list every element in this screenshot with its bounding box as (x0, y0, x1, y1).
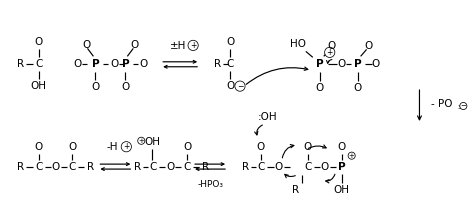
Text: O: O (337, 59, 346, 69)
Text: O: O (82, 40, 91, 50)
Text: - PO: - PO (431, 99, 453, 109)
Text: ₃: ₃ (457, 102, 461, 112)
Text: +: + (190, 41, 196, 50)
Text: OH: OH (31, 81, 46, 91)
Text: O: O (110, 59, 118, 69)
Text: O: O (257, 142, 265, 152)
Text: O: O (328, 41, 336, 51)
Text: O: O (73, 59, 82, 69)
Text: P: P (338, 162, 346, 172)
Text: C: C (257, 162, 264, 172)
Text: P: P (316, 59, 324, 69)
Text: R: R (87, 162, 94, 172)
Text: O: O (91, 82, 100, 92)
Text: O: O (316, 83, 324, 93)
Text: +: + (123, 142, 129, 151)
Text: R: R (17, 59, 24, 69)
Text: O: O (337, 142, 346, 152)
Text: R: R (242, 162, 249, 172)
Text: OH: OH (144, 137, 160, 147)
Text: C: C (183, 162, 191, 172)
Text: C: C (69, 162, 76, 172)
Text: C: C (150, 162, 157, 172)
Text: +: + (349, 153, 355, 159)
Text: O: O (51, 162, 60, 172)
Text: P: P (91, 59, 99, 69)
Text: O: O (183, 142, 191, 152)
Text: C: C (226, 59, 234, 69)
Text: O: O (320, 162, 329, 172)
Text: ±H: ±H (170, 41, 186, 51)
Text: -H: -H (107, 142, 118, 152)
Text: HO: HO (290, 39, 306, 49)
Text: O: O (139, 59, 147, 69)
Text: O: O (130, 40, 138, 50)
Text: :OH: :OH (258, 112, 278, 122)
Text: C: C (35, 162, 42, 172)
Text: -HPO₃: -HPO₃ (197, 180, 223, 189)
Text: P: P (121, 59, 129, 69)
Text: R: R (201, 162, 209, 172)
Text: O: O (275, 162, 283, 172)
Text: +: + (327, 48, 333, 57)
Text: R: R (292, 186, 300, 195)
Text: OH: OH (334, 186, 350, 195)
Text: C: C (35, 59, 42, 69)
Text: O: O (68, 142, 77, 152)
Text: R: R (215, 59, 222, 69)
Text: −: − (237, 82, 243, 91)
Text: O: O (166, 162, 174, 172)
Text: O: O (354, 83, 362, 93)
Text: C: C (304, 162, 311, 172)
Text: O: O (372, 59, 380, 69)
Text: R: R (134, 162, 141, 172)
Text: O: O (226, 81, 234, 91)
Text: +: + (138, 138, 144, 144)
Text: O: O (304, 142, 312, 152)
Text: R: R (17, 162, 24, 172)
Text: O: O (365, 41, 373, 51)
Text: −: − (460, 103, 466, 109)
Text: O: O (35, 142, 43, 152)
Text: O: O (121, 82, 129, 92)
Text: P: P (354, 59, 362, 69)
Text: O: O (226, 38, 234, 47)
Text: O: O (35, 38, 43, 47)
